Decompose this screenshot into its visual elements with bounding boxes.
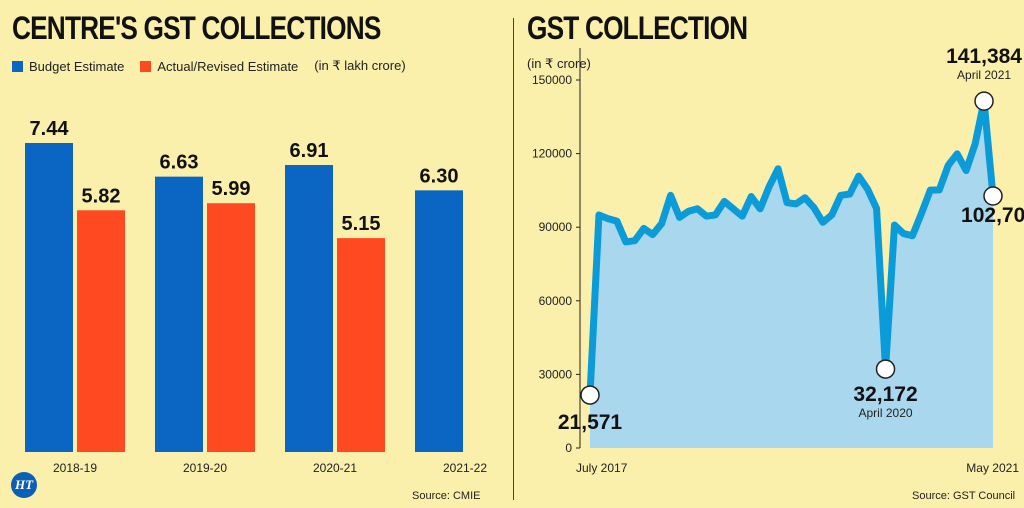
point-marker [875, 359, 896, 379]
bar-category-label: 2020-21 [313, 461, 357, 475]
bar-actual-2018-19 [77, 210, 125, 452]
y-tick-label: 0 [565, 441, 572, 455]
bar-unit-label: (in ₹ lakh crore) [314, 58, 406, 73]
bar-value-label: 5.15 [342, 213, 381, 235]
bar-value-label: 5.99 [212, 178, 251, 200]
bar-category-label: 2021-22 [443, 461, 487, 475]
bar-actual-2020-21 [337, 238, 385, 452]
y-tick-label: 60000 [539, 294, 573, 308]
x-end-label: May 2021 [966, 461, 1019, 475]
legend-budget-label: Budget Estimate [29, 58, 125, 74]
point-value-label: 21,571 [558, 411, 623, 434]
bar-value-label: 6.30 [420, 165, 459, 187]
y-tick-label: 90000 [539, 220, 573, 234]
bar-value-label: 7.44 [30, 118, 70, 140]
bar-budget-2018-19 [25, 143, 73, 452]
bar-chart: 7.44 5.82 2018-19 6.63 5.99 2019-20 6.91 5.15 20… [25, 118, 487, 475]
panel-divider [513, 18, 514, 500]
y-tick-label: 30000 [539, 367, 573, 381]
point-date-label: April 2020 [859, 406, 913, 420]
point-date-label: April 2021 [957, 68, 1011, 82]
bar-category-label: 2019-20 [183, 461, 227, 475]
point-value-label: 141,384 [946, 45, 1022, 68]
bar-legend: Budget Estimate Actual/Revised Estimate … [12, 58, 406, 74]
legend-actual-label: Actual/Revised Estimate [157, 58, 299, 74]
area-chart-title: GST COLLECTION [527, 10, 748, 46]
bar-source: Source: CMIE [412, 490, 481, 502]
y-tick-label: 120000 [532, 147, 572, 161]
point-value-label: 102,709 [961, 204, 1024, 227]
bar-category-label: 2018-19 [53, 461, 97, 475]
area-fill [590, 101, 993, 449]
point-marker [983, 186, 1003, 206]
area-chart: 0 30000 60000 90000 120000 150000 July 2017 May… [532, 45, 1024, 475]
series-line [586, 97, 997, 399]
point-value-label: 32,172 [853, 383, 917, 406]
area-unit-label: (in ₹ crore) [527, 56, 591, 71]
bar-budget-2020-21 [285, 165, 333, 453]
bar-value-label: 5.82 [82, 185, 121, 207]
actual-swatch [140, 60, 152, 72]
point-marker [974, 91, 994, 111]
bar-value-label: 6.63 [160, 152, 199, 174]
bar-chart-title: CENTRE'S GST COLLECTIONS [12, 10, 381, 46]
bar-actual-2019-20 [207, 203, 255, 452]
point-marker [580, 385, 600, 405]
x-start-label: July 2017 [576, 461, 628, 475]
y-tick-label: 150000 [532, 73, 572, 87]
budget-swatch [12, 60, 23, 72]
area-source: Source: GST Council [912, 490, 1016, 502]
ht-logo: HT [11, 472, 37, 498]
bar-budget-2019-20 [155, 176, 203, 453]
bar-value-label: 6.91 [290, 140, 329, 162]
bar-budget-2021-22 [415, 190, 463, 452]
